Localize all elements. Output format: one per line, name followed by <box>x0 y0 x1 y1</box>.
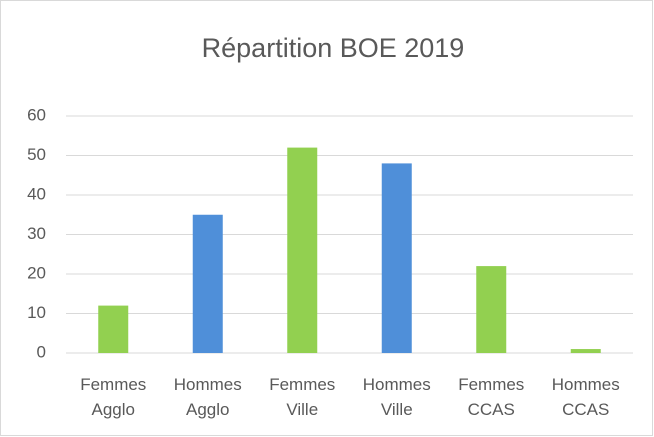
bar <box>98 305 129 353</box>
x-tick-label: Hommes Ville <box>362 375 431 419</box>
chart-title: Répartition BOE 2019 <box>202 33 465 63</box>
bar <box>570 349 601 353</box>
bar <box>476 266 507 353</box>
x-tick-label: Femmes Ville <box>269 375 336 419</box>
bar <box>192 214 223 353</box>
y-tick-label: 40 <box>27 184 46 203</box>
y-tick-label: 0 <box>37 342 46 361</box>
bar <box>381 163 412 353</box>
y-tick-label: 60 <box>27 105 46 124</box>
y-tick-label: 30 <box>27 224 46 243</box>
x-tick-label: Femmes CCAS <box>458 375 525 419</box>
x-tick-label: Femmes Agglo <box>80 375 147 419</box>
y-tick-label: 20 <box>27 263 46 282</box>
x-tick-label: Hommes CCAS <box>551 375 620 419</box>
x-tick-label: Hommes Agglo <box>173 375 242 419</box>
y-tick-label: 50 <box>27 145 46 164</box>
bar <box>287 147 318 353</box>
y-tick-label: 10 <box>27 303 46 322</box>
